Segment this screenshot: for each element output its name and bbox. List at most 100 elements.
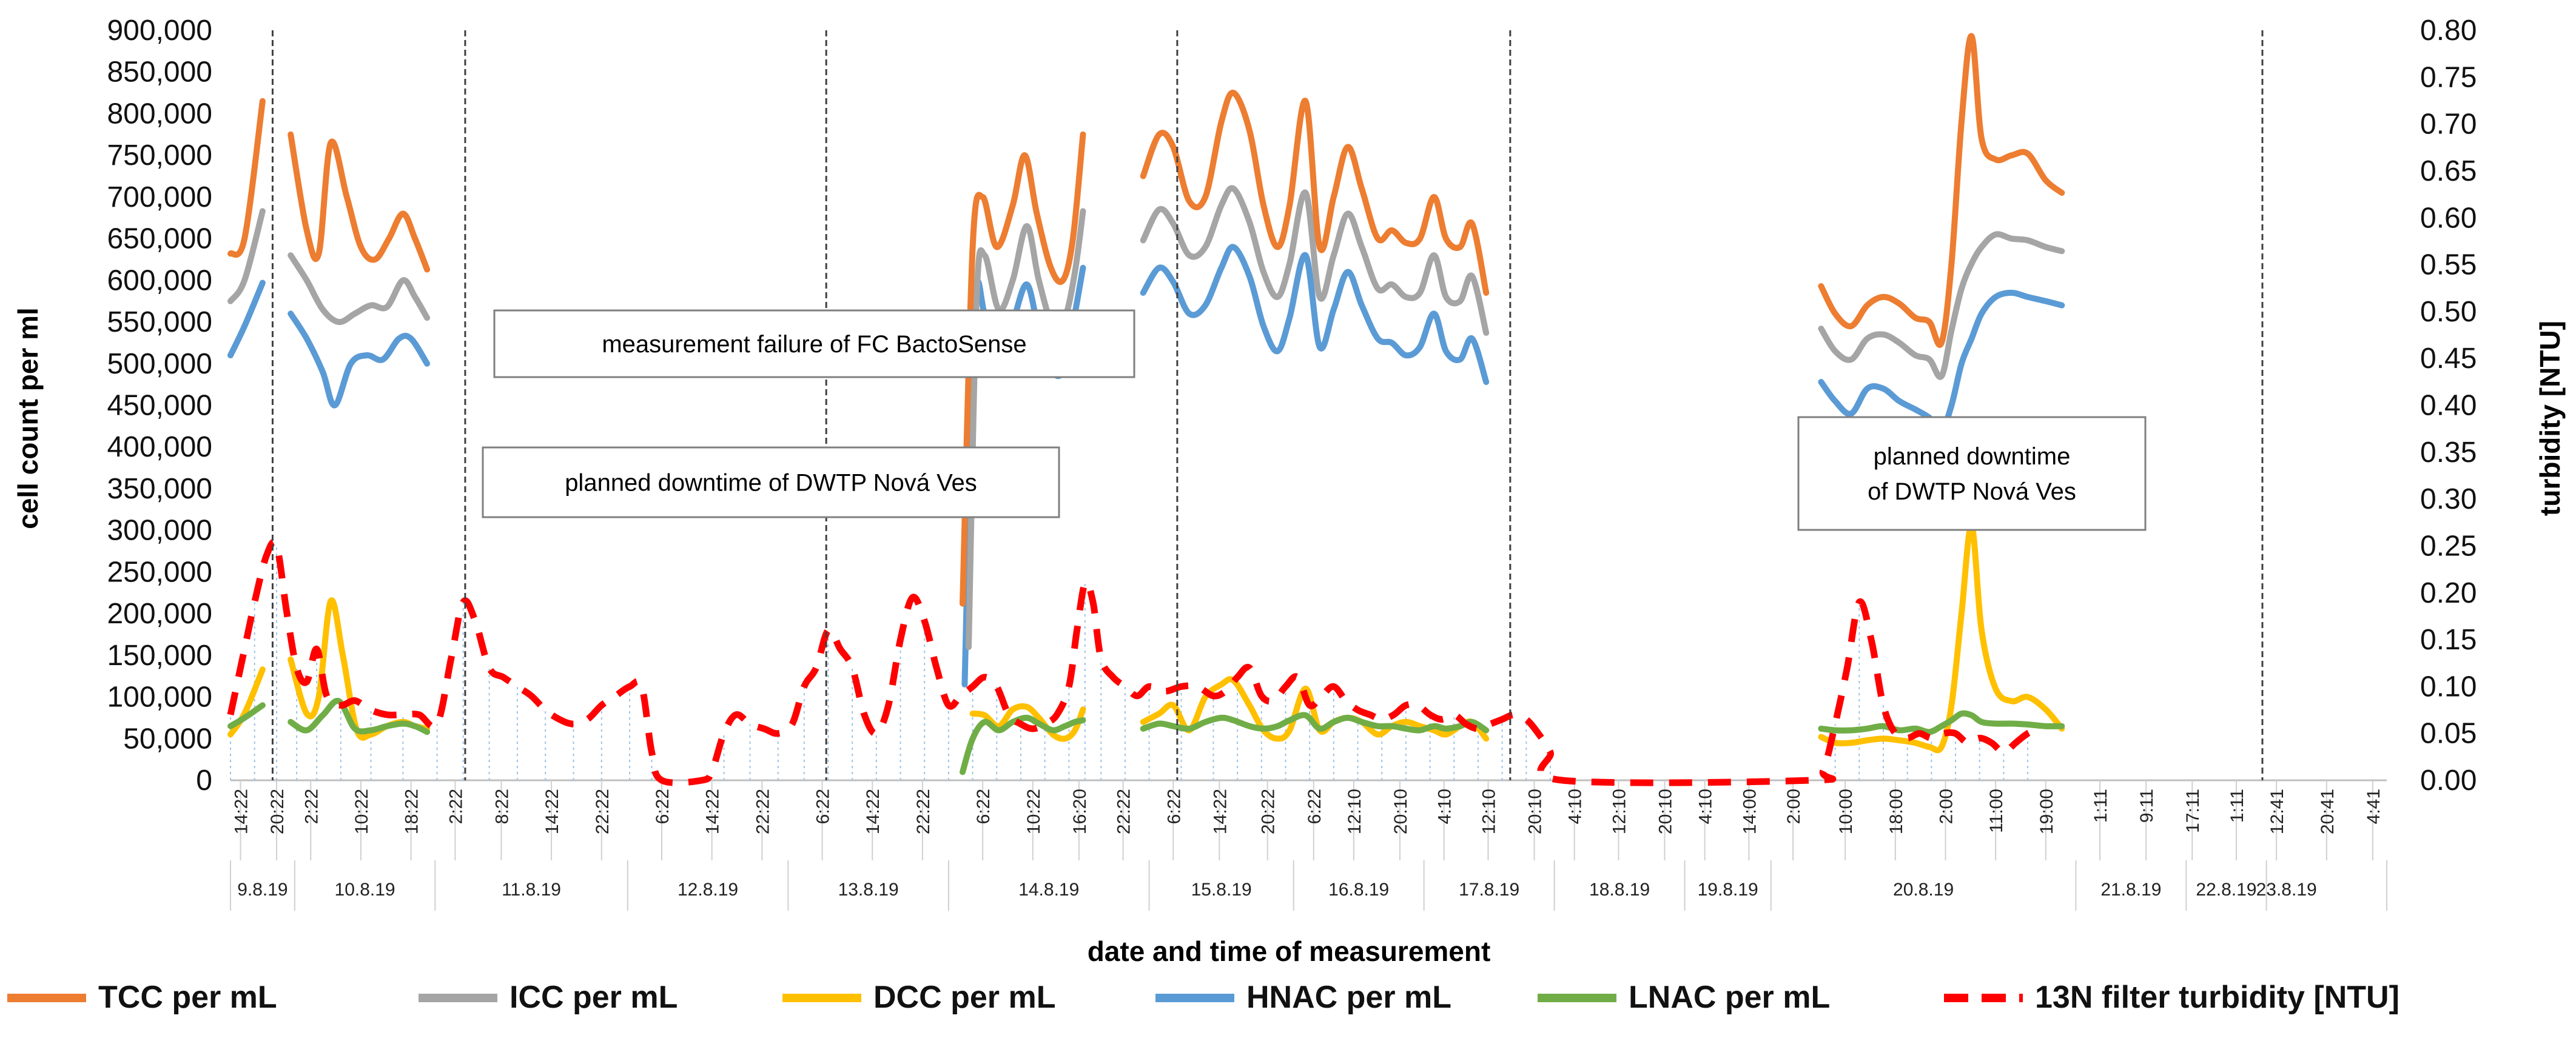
- legend-label: HNAC per mL: [1246, 980, 1451, 1015]
- series-line-lnac: [288, 698, 431, 735]
- ann-downtime-2-text: of DWTP Nová Ves: [1868, 478, 2076, 505]
- x-tick-label: 20:22: [267, 789, 288, 834]
- y-tick-label-left: 750,000: [107, 139, 212, 172]
- turbidity-drop-lines: [230, 546, 2029, 780]
- y-tick-label-left: 500,000: [107, 348, 212, 380]
- date-group-label: 13.8.19: [838, 880, 899, 900]
- date-group-label: 23.8.19: [2256, 880, 2317, 900]
- x-tick-label: 10:00: [1836, 789, 1856, 834]
- date-group-label: 12.8.19: [678, 880, 738, 900]
- x-tick-label: 12:10: [1479, 789, 1499, 834]
- y-tick-label-right: 0.10: [2420, 671, 2477, 703]
- series-line-lnac: [960, 714, 1086, 775]
- event-markers: [271, 30, 2264, 780]
- x-tick-label: 2:00: [1936, 789, 1956, 824]
- x-tick-label: 1:11: [2227, 789, 2247, 823]
- y-tick-label-left: 850,000: [107, 56, 212, 89]
- series-line-tcc: [227, 98, 266, 258]
- series-line-dcc: [227, 666, 266, 738]
- date-group-label: 21.8.19: [2100, 880, 2161, 900]
- series-line-hnac: [288, 310, 431, 409]
- ann-downtime-1-text: planned downtime of DWTP Nová Ves: [565, 470, 977, 497]
- series-line-13n: [227, 538, 2041, 786]
- ann-failure-box: [493, 309, 1135, 378]
- y-tick-label-left: 150,000: [107, 640, 212, 672]
- series-line-tcc: [1818, 33, 2065, 348]
- annotations: measurement failure of FC BactoSense plan…: [482, 309, 2147, 531]
- y-tick-label-left: 350,000: [107, 473, 212, 505]
- x-tick-label: 2:22: [446, 789, 466, 824]
- x-tick-label: 11:00: [1986, 789, 2006, 833]
- y-tick-label-right: 0.15: [2420, 624, 2477, 656]
- x-tick-label: 20:10: [1655, 789, 1675, 834]
- x-tick-label: 2:22: [301, 789, 321, 824]
- y-axis-right: 0.00 0.05 0.10 0.15 0.20 0.25 0.30 0.35 0.40 0.45…: [2420, 15, 2477, 797]
- date-group-label: 22.8.19: [2196, 880, 2256, 900]
- x-tick-label: 19:00: [2037, 789, 2057, 834]
- legend: TCC per mL ICC per mL DCC per mL HNAC per m…: [7, 980, 2399, 1015]
- y-tick-label-left: 650,000: [107, 223, 212, 255]
- series-line-icc: [227, 208, 266, 304]
- x-tick-label: 6:22: [974, 789, 994, 824]
- date-group-label: 9.8.19: [237, 880, 288, 900]
- ann-downtime-2-box: [1797, 416, 2147, 531]
- series-line-tcc: [1140, 90, 1490, 296]
- series-line-dcc: [1818, 523, 2065, 754]
- y-tick-label-right: 0.70: [2420, 109, 2477, 141]
- x-tick-label: 4:10: [1696, 789, 1716, 824]
- x-tick-label: 8:22: [492, 789, 512, 824]
- x-tick-label: 20:10: [1391, 789, 1411, 834]
- x-axis-title: date and time of measurement: [1088, 936, 1491, 967]
- series-line-lnac: [1818, 710, 2065, 735]
- y-tick-label-right: 0.00: [2420, 765, 2477, 797]
- date-group-label: 17.8.19: [1459, 880, 1519, 900]
- x-tick-label: 14:22: [863, 789, 883, 834]
- x-tick-label: 17:11: [2183, 789, 2203, 833]
- ann-failure-text: measurement failure of FC BactoSense: [602, 331, 1026, 358]
- x-tick-label: 18:00: [1886, 789, 1906, 834]
- x-tick-label: 18:22: [402, 789, 422, 834]
- y-tick-label-right: 0.25: [2420, 530, 2477, 562]
- y-tick-label-left: 100,000: [107, 681, 212, 714]
- y-tick-label-left: 0: [196, 765, 212, 797]
- date-group-label: 15.8.19: [1191, 880, 1252, 900]
- series-line-lnac: [227, 702, 266, 729]
- x-tick-label: 2:00: [1784, 789, 1804, 824]
- x-tick-label: 20:10: [1525, 789, 1545, 834]
- y-axis-left: 0 50,000 100,000 150,000 200,000 250,000 300,0…: [107, 15, 212, 797]
- x-tick-label: 4:10: [1565, 789, 1586, 824]
- y-tick-label-left: 300,000: [107, 515, 212, 547]
- y-tick-label-left: 400,000: [107, 431, 212, 463]
- y-tick-label-right: 0.35: [2420, 437, 2477, 469]
- series-line-tcc: [960, 131, 1086, 607]
- x-tick-label: 22:22: [1114, 789, 1134, 834]
- x-tick-label: 1:11: [2091, 789, 2111, 823]
- y-tick-label-left: 250,000: [107, 556, 212, 588]
- x-tick-label: 14:00: [1740, 789, 1760, 834]
- date-group-label: 11.8.19: [502, 880, 561, 900]
- y-tick-label-right: 0.60: [2420, 202, 2477, 234]
- series-line-icc: [288, 252, 431, 326]
- x-tick-label: 4:41: [2364, 789, 2384, 824]
- date-group-label: 16.8.19: [1328, 880, 1389, 900]
- x-tick-label: 4:10: [1435, 789, 1455, 824]
- y-tick-label-left: 550,000: [107, 306, 212, 338]
- x-tick-label: 14:22: [1210, 789, 1230, 834]
- x-tick-label: 10:22: [352, 789, 372, 834]
- y-tick-label-right: 0.50: [2420, 296, 2477, 328]
- x-tick-label: 6:22: [653, 789, 673, 824]
- date-group-label: 20.8.19: [1893, 880, 1954, 900]
- x-tick-label: 12:41: [2267, 789, 2287, 834]
- y-tick-label-right: 0.40: [2420, 390, 2477, 422]
- series-line-hnac: [1818, 289, 2065, 434]
- y-tick-label-left: 900,000: [107, 15, 212, 47]
- x-axis: 14:22 20:22 2:22 10:22 18:22 2:22 8:22 14:22 22:…: [230, 779, 2387, 911]
- y-tick-label-right: 0.75: [2420, 61, 2477, 93]
- x-tick-label: 14:22: [542, 789, 562, 834]
- x-tick-label: 6:22: [813, 789, 833, 824]
- x-tick-label: 16:20: [1070, 789, 1090, 834]
- legend-label: ICC per mL: [509, 980, 678, 1015]
- legend-label: DCC per mL: [873, 980, 1055, 1015]
- series-group: [227, 33, 2065, 786]
